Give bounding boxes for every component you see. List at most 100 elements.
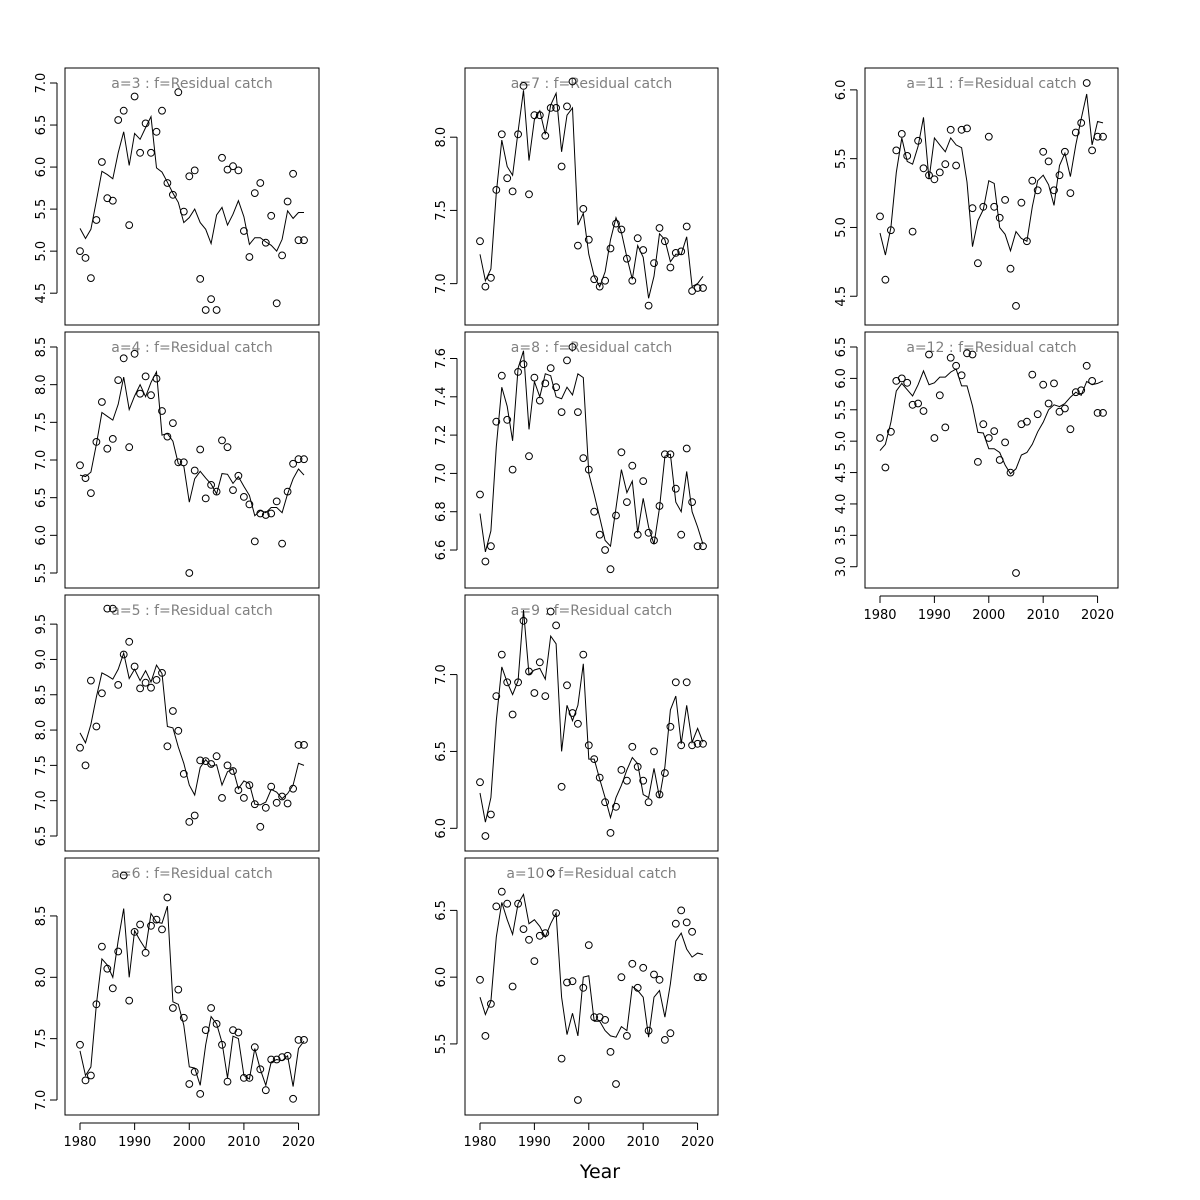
observed-point xyxy=(245,1074,254,1082)
observed-point xyxy=(256,1065,265,1074)
y-tick-label: 6.0 xyxy=(34,157,49,178)
observed-point xyxy=(876,212,884,221)
observed-point xyxy=(952,161,960,170)
observed-point xyxy=(169,419,177,428)
observed-point xyxy=(1093,132,1102,141)
observed-point xyxy=(261,803,270,812)
y-tick-label: 7.0 xyxy=(434,664,449,685)
observed-point xyxy=(639,477,648,486)
y-tick-label: 5.5 xyxy=(834,399,849,420)
observed-point xyxy=(1039,380,1048,389)
observed-point xyxy=(946,353,955,362)
observed-point xyxy=(1088,377,1096,385)
observed-point xyxy=(163,179,172,187)
y-tick-label: 8.5 xyxy=(34,684,49,705)
observed-point xyxy=(196,445,205,454)
observed-point xyxy=(294,455,303,464)
observed-point xyxy=(887,427,895,436)
observed-point xyxy=(925,350,933,359)
observed-point xyxy=(1055,171,1064,180)
observed-point xyxy=(1099,132,1107,141)
y-tick-label: 6.6 xyxy=(434,540,449,561)
observed-point xyxy=(584,941,593,949)
observed-point xyxy=(606,1048,615,1056)
observed-point xyxy=(223,443,232,452)
observed-point xyxy=(196,275,205,283)
x-tick-label: 2010 xyxy=(1027,608,1060,623)
observed-point xyxy=(887,226,895,235)
observed-point xyxy=(693,973,702,982)
observed-point xyxy=(990,202,999,211)
panel-1-observed-points xyxy=(76,88,308,314)
y-tick-label: 7.2 xyxy=(434,425,449,446)
x-tick-label: 2020 xyxy=(1081,608,1114,623)
observed-point xyxy=(546,104,555,112)
observed-point xyxy=(508,187,517,196)
panel-5-y-axis: 7.0 7.5 8.0 xyxy=(434,127,458,294)
observed-point xyxy=(519,360,528,369)
observed-point xyxy=(283,197,292,206)
observed-point xyxy=(612,1080,620,1088)
x-tick-label: 2020 xyxy=(282,1135,315,1150)
observed-point xyxy=(119,354,128,363)
panel-5: a=7 : f=Residual catch 7.0 7.5 8.0 xyxy=(434,67,719,326)
panel-5-fitted-line xyxy=(479,90,704,299)
y-tick-label: 4.5 xyxy=(834,286,849,307)
y-tick-label: 6.0 xyxy=(434,818,449,839)
observed-point xyxy=(552,104,560,112)
observed-point xyxy=(114,947,123,956)
observed-point xyxy=(644,528,653,537)
observed-point xyxy=(574,719,582,728)
observed-point xyxy=(163,432,172,441)
observed-point xyxy=(190,166,199,175)
observed-point xyxy=(158,106,166,115)
observed-point xyxy=(671,678,680,687)
observed-point xyxy=(103,604,112,613)
observed-point xyxy=(169,707,177,715)
observed-point xyxy=(245,253,254,261)
observed-point xyxy=(289,784,298,793)
observed-point xyxy=(514,678,522,687)
panel-3-observed-points xyxy=(76,604,308,831)
observed-point xyxy=(234,471,243,480)
observed-point xyxy=(1001,438,1009,447)
observed-point xyxy=(519,616,528,625)
observed-point xyxy=(250,537,259,546)
observed-point xyxy=(179,770,188,778)
y-tick-label: 8.5 xyxy=(34,906,49,927)
observed-point xyxy=(1006,468,1015,477)
observed-point xyxy=(552,621,560,630)
observed-point xyxy=(98,158,106,166)
observed-point xyxy=(546,869,555,877)
observed-point xyxy=(903,378,912,387)
x-tick-label: 1990 xyxy=(118,1135,151,1150)
observed-point xyxy=(876,434,884,442)
observed-point xyxy=(557,408,566,417)
x-tick-label: 1980 xyxy=(863,608,896,623)
observed-point xyxy=(546,607,555,616)
observed-point xyxy=(278,539,287,548)
observed-point xyxy=(152,127,161,136)
observed-point xyxy=(595,773,604,782)
observed-point xyxy=(76,1040,84,1049)
observed-point xyxy=(650,970,658,979)
panel-8-observed-points xyxy=(476,869,707,1104)
y-tick-label: 6.0 xyxy=(834,368,849,389)
observed-point xyxy=(612,219,620,228)
observed-point xyxy=(590,755,599,763)
observed-point xyxy=(682,678,691,687)
observed-point xyxy=(650,259,658,268)
panel-4-y-axis: 7.0 7.5 8.0 8.5 xyxy=(34,906,58,1110)
observed-point xyxy=(169,190,177,199)
observed-point xyxy=(1099,409,1107,417)
observed-point xyxy=(530,957,539,965)
observed-point xyxy=(579,983,588,992)
observed-point xyxy=(190,466,199,475)
observed-point xyxy=(574,1096,582,1104)
observed-point xyxy=(147,391,155,400)
observed-point xyxy=(1082,79,1091,87)
observed-point xyxy=(212,306,221,314)
observed-point xyxy=(979,420,988,429)
observed-point xyxy=(185,172,194,181)
y-tick-label: 6.5 xyxy=(434,741,449,762)
